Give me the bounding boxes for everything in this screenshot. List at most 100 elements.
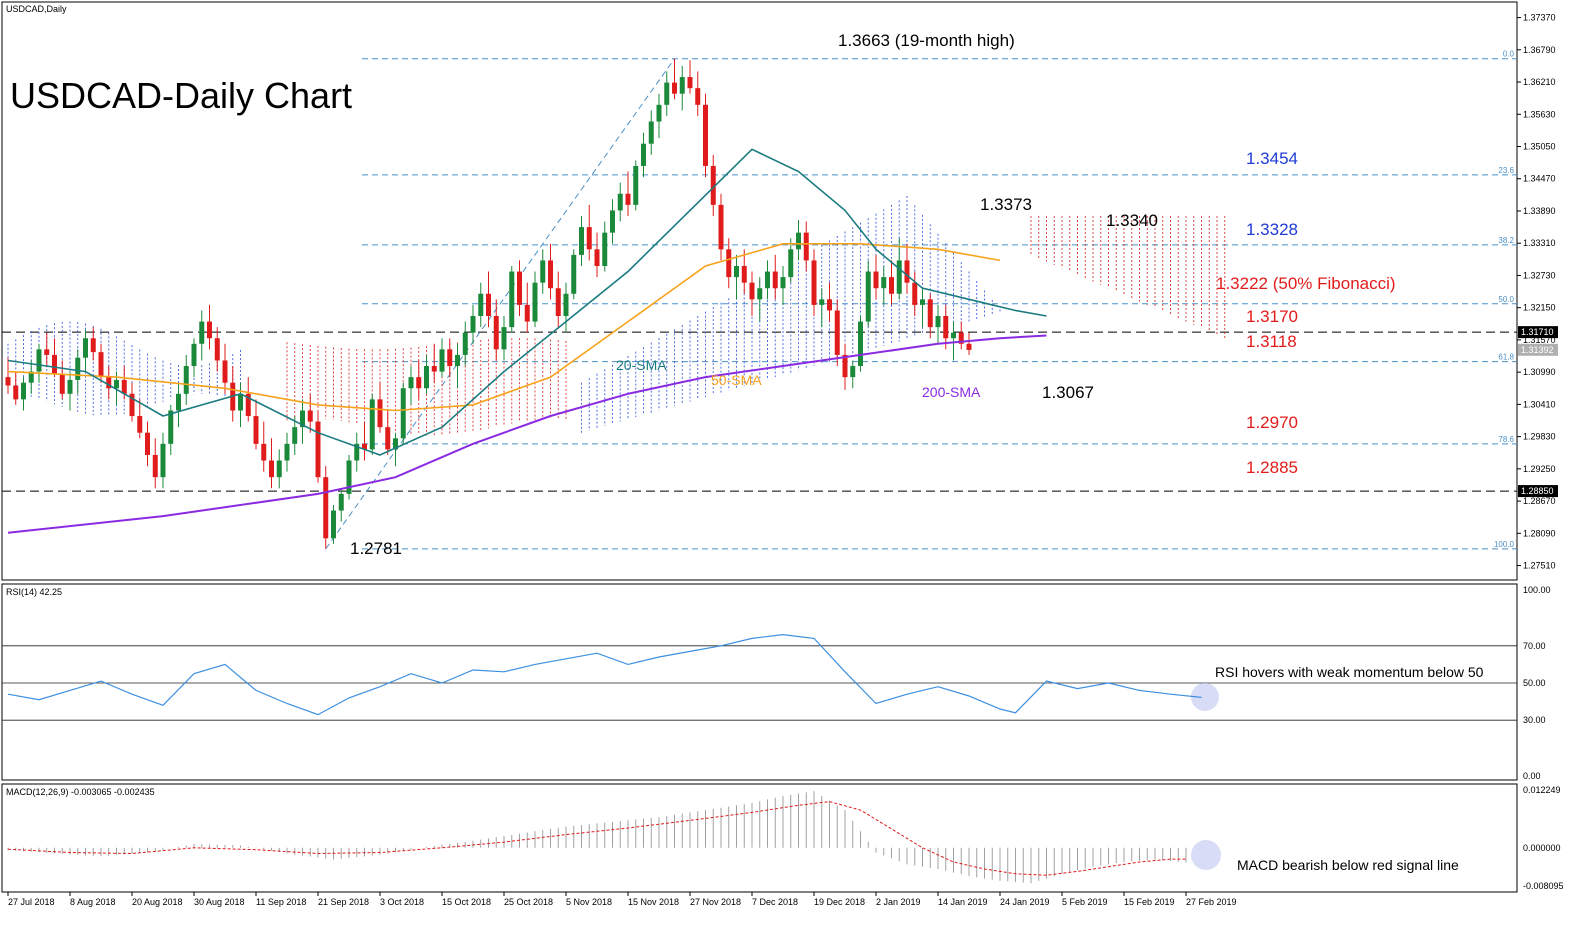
candle-body (106, 377, 112, 389)
rsi-annotation: RSI hovers with weak momentum below 50 (1215, 664, 1484, 680)
candle-body (276, 460, 282, 478)
candle-body (865, 271, 871, 322)
candle-body (21, 382, 26, 400)
candle-body (617, 193, 623, 211)
price-tick-label: 1.33310 (1523, 238, 1556, 248)
rsi-panel (1, 583, 1518, 781)
sma-20-line (7, 148, 1047, 456)
candle-body (52, 354, 57, 375)
rsi-tick-label: 70.00 (1523, 641, 1546, 651)
macd-annotation: MACD bearish below red signal line (1237, 857, 1459, 873)
candle-body (307, 410, 313, 422)
candle-body (687, 77, 693, 89)
candle-body (873, 271, 879, 289)
candle-body (718, 204, 724, 250)
candle-body (548, 260, 553, 289)
level-1-2970: 1.2970 (1246, 413, 1298, 432)
candle-body (726, 249, 732, 278)
candle-body (424, 366, 429, 389)
macd-tick-label: -0.008095 (1523, 881, 1564, 891)
date-axis: 27 Jul 2018 8 Aug 2018 20 Aug 2018 30 Aug 2… (7, 892, 1237, 907)
candle-body (354, 443, 360, 461)
price-tick-label: 1.37370 (1523, 13, 1556, 23)
candle-body (28, 371, 34, 383)
candle-body (858, 321, 863, 367)
candle-body (362, 443, 367, 450)
date-tick-label: 5 Feb 2019 (1062, 897, 1108, 907)
date-tick-label: 19 Dec 2018 (814, 897, 865, 907)
price-tick-label: 1.32730 (1523, 270, 1556, 280)
sma-50-line (7, 243, 1001, 412)
fib-level-label: 0.0 (1503, 50, 1515, 59)
date-tick-label: 25 Oct 2018 (504, 897, 553, 907)
candle-body (648, 121, 654, 144)
fib-level-label: 50.0 (1498, 295, 1514, 304)
candle-body (431, 366, 437, 372)
candle-body (772, 271, 778, 289)
candle-body (400, 388, 406, 439)
macd-highlight (1191, 840, 1221, 870)
level-1-3222: 1.3222 (50% Fibonacci) (1216, 274, 1396, 293)
candle-body (532, 282, 538, 322)
candle-body (323, 477, 329, 539)
candle-body (98, 352, 104, 378)
annotation-low: 1.2781 (350, 539, 402, 558)
candle-body (470, 316, 476, 333)
fib-level-label: 100.0 (1494, 540, 1515, 549)
date-tick-label: 3 Oct 2018 (380, 897, 424, 907)
candle-body (36, 349, 42, 372)
annotation-1-3373: 1.3373 (980, 195, 1032, 214)
price-tick-label: 1.35630 (1523, 109, 1556, 119)
candle-body (741, 265, 747, 283)
candle-body (300, 410, 305, 428)
candle-body (377, 399, 383, 428)
candle-body (524, 304, 530, 322)
date-tick-label: 8 Aug 2018 (70, 897, 116, 907)
candle-body (517, 271, 522, 305)
fib-and-levels: 0.0 23.6 38.2 50.0 61.8 78.6 100.0 (2, 50, 1517, 550)
rsi-indicator: 100.00 70.00 50.00 30.00 0.00 (2, 585, 1551, 781)
candle-body (586, 227, 592, 250)
candle-body (656, 104, 662, 122)
candle-body (788, 249, 794, 278)
candle-body (284, 443, 290, 461)
price-tick-label: 1.32150 (1523, 303, 1556, 313)
rsi-tick-label: 100.00 (1523, 585, 1551, 595)
candle-body (710, 165, 716, 205)
candle-body (803, 232, 809, 261)
candle-body (943, 316, 949, 339)
price-tick-label: 1.29830 (1523, 432, 1556, 442)
candle-body (416, 377, 422, 389)
price-tick-label: 1.34470 (1523, 174, 1556, 184)
candle-body (827, 299, 832, 311)
fib-level-label: 78.6 (1498, 435, 1514, 444)
rsi-tick-label: 50.00 (1523, 678, 1546, 688)
candle-body (253, 416, 259, 444)
candle-body (889, 277, 894, 294)
date-tick-label: 21 Sep 2018 (318, 897, 369, 907)
candle-body (346, 460, 352, 494)
candle-body (462, 332, 468, 355)
candle-body (664, 82, 670, 105)
date-tick-label: 7 Dec 2018 (752, 897, 798, 907)
label-20-sma: 20-SMA (616, 357, 667, 373)
annotation-high: 1.3663 (19-month high) (838, 31, 1015, 50)
candle-body (160, 443, 166, 478)
price-tick-label: 1.31570 (1523, 335, 1556, 345)
candle-body (850, 366, 856, 378)
candle-body (555, 288, 561, 317)
candle-body (796, 232, 801, 250)
candle-body (114, 379, 119, 389)
candle-body (338, 493, 344, 511)
level-1-3118: 1.3118 (1246, 332, 1297, 351)
candle-body (819, 299, 825, 305)
date-tick-label: 15 Oct 2018 (442, 897, 491, 907)
candle-body (904, 260, 910, 283)
price-tick-label: 1.36790 (1523, 45, 1556, 55)
macd-label: MACD(12,26,9) -0.003065 -0.002435 (6, 787, 155, 797)
candle-body (896, 260, 902, 294)
candle-body (834, 310, 840, 355)
candle-body (369, 399, 375, 450)
candle-body (439, 349, 445, 372)
price-tick-label: 1.35050 (1523, 142, 1556, 152)
